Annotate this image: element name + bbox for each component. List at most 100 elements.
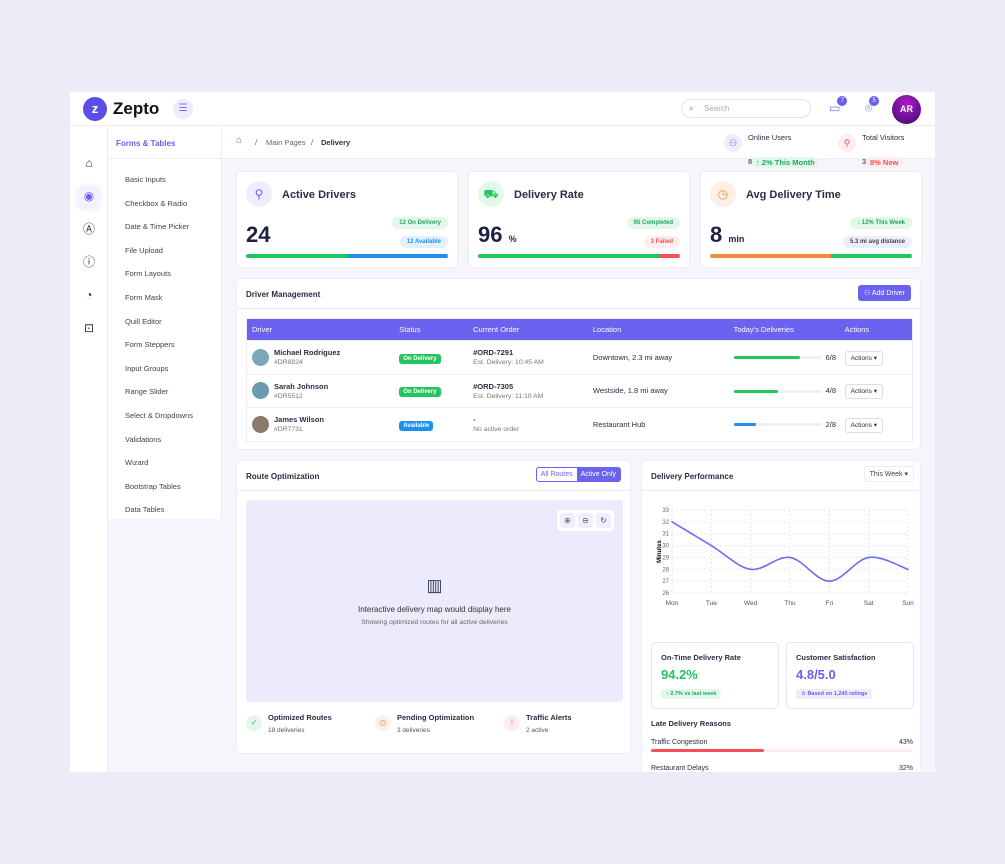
home-icon[interactable]: ⌂ bbox=[85, 156, 93, 170]
section-title: Driver Management bbox=[246, 290, 321, 299]
tab-all-routes[interactable]: All Routes bbox=[540, 471, 573, 478]
column-header: Actions bbox=[839, 318, 913, 341]
y-tick-label: 32 bbox=[662, 520, 669, 526]
kpi-card: ⛟ Delivery Rate 96 % 95 Completed 3 Fail… bbox=[468, 171, 690, 268]
data-point bbox=[867, 556, 870, 559]
messages-badge: 7 bbox=[837, 96, 848, 106]
check-icon: ✓ bbox=[246, 715, 262, 731]
driver-management-card: Driver Management ⚇ Add Driver Driver Sta… bbox=[236, 278, 921, 450]
tab-active-only[interactable]: Active Only bbox=[576, 468, 620, 481]
map-icon: ▥ bbox=[426, 576, 443, 595]
add-driver-button[interactable]: ⚇ Add Driver bbox=[858, 285, 911, 301]
table-row: James Wilson #DR7731 Available - No active… bbox=[246, 407, 913, 441]
refresh-icon[interactable]: ↻ bbox=[596, 513, 611, 528]
menu-toggle-icon[interactable]: ☰ bbox=[173, 99, 193, 119]
satisfaction-card: Customer Satisfaction 4.8/5.0 ☆ Based on… bbox=[786, 642, 914, 709]
truck-icon: ⛟ bbox=[478, 181, 504, 207]
driver-avatar bbox=[252, 348, 269, 366]
kpi-progress-bar bbox=[246, 254, 448, 258]
route-map[interactable]: ⊕ ⊖ ↻ ▥ Interactive delivery map would dis… bbox=[246, 500, 623, 702]
submenu-item[interactable]: Date & Time Picker bbox=[125, 222, 190, 232]
submenu: Forms & Tables Basic Inputs Checkbox & Ra… bbox=[108, 126, 222, 519]
kpi-card: ⚲ Active Drivers 24 12 On Delivery 12 Av… bbox=[236, 171, 458, 268]
submenu-item[interactable]: Input Groups bbox=[125, 363, 169, 373]
notifications-icon[interactable]: ⌾ 5 bbox=[865, 96, 880, 116]
top-header: z Zepto ☰ ⌕ Search ▭ 7 ⌾ 5 AR bbox=[70, 92, 935, 126]
x-tick-label: Sat bbox=[864, 600, 874, 607]
delivery-performance-chart: 26 27 28 29 30 31 32 33 Mon Tue Wed Thu Fri Sat Sun Min… bbox=[657, 508, 914, 607]
messages-icon[interactable]: ▭ 7 bbox=[829, 96, 848, 115]
section-title: Delivery Performance bbox=[651, 472, 734, 481]
app-window: z Zepto ☰ ⌕ Search ▭ 7 ⌾ 5 AR ⌂ ◉ Ⓐ ⓘ ◔ ⊡ F… bbox=[70, 92, 935, 772]
column-header: Current Order bbox=[468, 318, 588, 341]
column-header: Today's Deliveries bbox=[728, 318, 840, 341]
submenu-item[interactable]: Range Slider bbox=[125, 387, 169, 397]
y-tick-label: 29 bbox=[662, 555, 669, 561]
x-tick-label: Thu bbox=[784, 600, 796, 607]
submenu-item[interactable]: Form Layouts bbox=[125, 269, 171, 279]
y-tick-label: 27 bbox=[662, 579, 669, 585]
kpi-card: ◷ Avg Delivery Time 8 min ↓ 12% This Wee… bbox=[700, 171, 922, 268]
y-tick-label: 30 bbox=[662, 544, 669, 550]
submenu-item[interactable]: Basic Inputs bbox=[125, 175, 166, 184]
icon-rail: ⌂ ◉ Ⓐ ⓘ ◔ ⊡ bbox=[70, 126, 108, 772]
notifications-badge: 5 bbox=[869, 96, 880, 106]
submenu-item[interactable]: Wizard bbox=[125, 458, 149, 468]
clock-icon: ◷ bbox=[375, 715, 391, 731]
column-header: Location bbox=[587, 318, 729, 341]
zoom-out-icon[interactable]: ⊖ bbox=[578, 513, 593, 528]
driver-icon: ⚲ bbox=[246, 181, 272, 207]
submenu-item[interactable]: Form Steppers bbox=[125, 340, 175, 350]
period-dropdown[interactable]: This Week ▾ bbox=[863, 466, 914, 482]
breadcrumb-current: Delivery bbox=[321, 138, 351, 147]
ontime-rate-card: On-Time Delivery Rate 94.2% ↑ 2.7% vs la… bbox=[651, 642, 779, 709]
home-icon[interactable]: ⌂ bbox=[236, 135, 243, 146]
y-tick-label: 26 bbox=[662, 591, 669, 597]
submenu-item[interactable]: Bootstrap Tables bbox=[125, 481, 181, 491]
search-input[interactable]: ⌕ Search bbox=[681, 99, 811, 118]
compass-icon[interactable]: Ⓐ bbox=[82, 222, 95, 236]
data-point bbox=[828, 580, 831, 582]
actions-dropdown[interactable]: Actions ▾ bbox=[844, 350, 883, 366]
submenu-item[interactable]: Validations bbox=[125, 434, 162, 444]
y-tick-label: 33 bbox=[662, 508, 669, 514]
brand-name[interactable]: Zepto bbox=[113, 99, 160, 118]
lock-icon[interactable]: ⊡ bbox=[83, 321, 95, 335]
actions-dropdown[interactable]: Actions ▾ bbox=[844, 417, 883, 433]
data-point bbox=[671, 521, 673, 523]
status-badge: On Delivery bbox=[399, 353, 441, 364]
pie-chart-icon[interactable]: ◔ bbox=[85, 288, 93, 302]
status-badge: On Delivery bbox=[399, 387, 441, 398]
x-tick-label: Mon bbox=[666, 600, 679, 607]
submenu-item[interactable]: File Upload bbox=[125, 245, 163, 255]
data-point bbox=[907, 568, 909, 571]
late-reason-item: Traffic Congestion 43% bbox=[651, 739, 913, 752]
actions-dropdown[interactable]: Actions ▾ bbox=[844, 384, 883, 400]
kpi-progress-bar bbox=[710, 254, 912, 258]
late-reason-item: Restaurant Delays 32% bbox=[651, 765, 913, 772]
logo[interactable]: z bbox=[83, 97, 107, 121]
zoom-in-icon[interactable]: ⊕ bbox=[560, 513, 575, 528]
alert-icon: ! bbox=[504, 715, 520, 731]
clock-icon: ◷ bbox=[710, 181, 736, 207]
breadcrumb-parent[interactable]: Main Pages bbox=[266, 138, 306, 147]
kpi-progress-bar bbox=[478, 254, 680, 258]
user-avatar[interactable]: AR bbox=[892, 95, 921, 124]
data-point bbox=[749, 568, 752, 571]
section-title: Route Optimization bbox=[246, 472, 320, 481]
x-tick-label: Wed bbox=[744, 600, 758, 607]
bolt-icon[interactable]: ⓘ bbox=[82, 255, 95, 269]
drivers-table: Driver Status Current Order Location Today's… bbox=[246, 318, 913, 442]
data-point bbox=[789, 556, 791, 559]
submenu-item[interactable]: Form Mask bbox=[125, 292, 163, 302]
y-axis-label: Minutes bbox=[657, 540, 663, 563]
submenu-item[interactable]: Quill Editor bbox=[125, 316, 162, 326]
table-row: Michael Rodriguez #DR8824 On Delivery #OR… bbox=[246, 340, 913, 374]
submenu-item[interactable]: Select & Dropdowns bbox=[125, 410, 193, 420]
target-icon[interactable]: ◉ bbox=[78, 185, 100, 207]
delivery-performance-card: Delivery Performance This Week ▾ 26 27 28 2… bbox=[641, 460, 921, 772]
submenu-item[interactable]: Data Tables bbox=[125, 505, 165, 515]
driver-avatar bbox=[252, 382, 269, 400]
submenu-title: Forms & Tables bbox=[108, 126, 221, 159]
submenu-item[interactable]: Checkbox & Radio bbox=[125, 198, 188, 208]
